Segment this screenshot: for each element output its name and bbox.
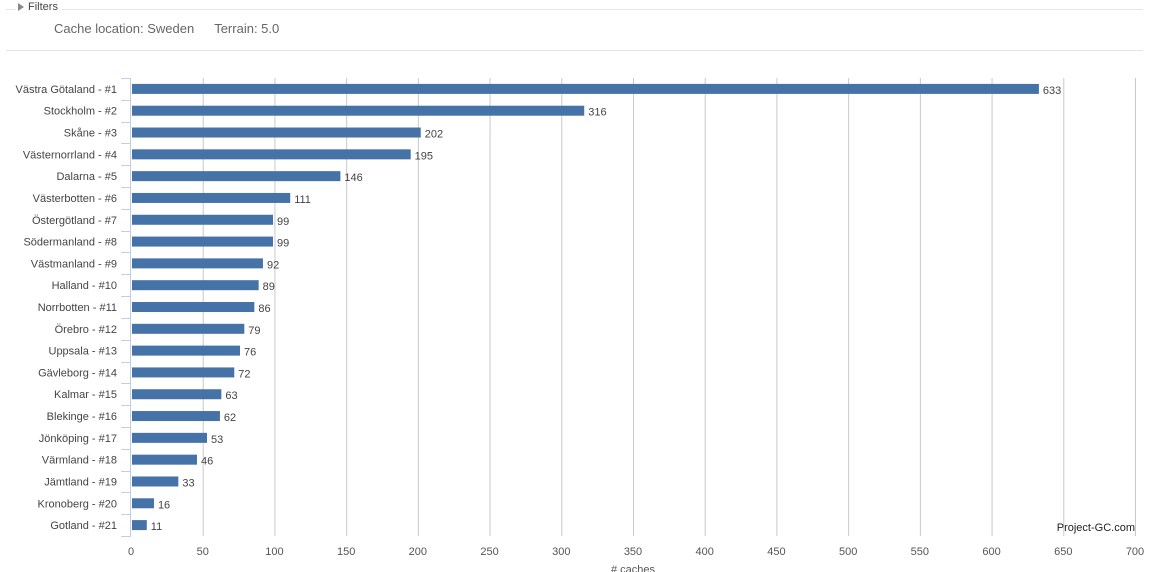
bar: [132, 345, 241, 356]
bar: [132, 258, 263, 269]
data-label: 92: [267, 259, 279, 271]
bar: [132, 105, 585, 116]
category-label: Blekinge - #16: [47, 411, 117, 423]
category-label: Norrbotten - #11: [38, 302, 117, 314]
credit-label: Project-GC.com: [1057, 522, 1135, 534]
category-label: Gävleborg - #14: [38, 367, 117, 379]
bar: [132, 367, 235, 378]
data-label: 62: [224, 412, 236, 424]
data-label: 46: [201, 456, 213, 468]
filters-panel: Filters Cache location: Sweden Terrain: …: [6, 0, 1143, 51]
category-label: Skåne - #3: [64, 128, 117, 140]
bar: [132, 411, 220, 422]
bar: [132, 454, 197, 465]
x-axis-title: # caches: [611, 564, 656, 572]
bar: [132, 323, 245, 334]
data-label: 111: [294, 194, 311, 206]
caret-right-icon: [18, 3, 24, 11]
data-label: 316: [588, 107, 606, 119]
bar: [132, 432, 208, 443]
bar: [132, 127, 421, 138]
data-label: 195: [415, 150, 433, 162]
x-tick-label: 250: [480, 546, 498, 558]
category-label: Jämtland - #19: [44, 476, 117, 488]
category-label: Kronoberg - #20: [38, 498, 118, 510]
category-label: Halland - #10: [52, 280, 117, 292]
category-label: Västmanland - #9: [31, 258, 117, 270]
x-tick-label: 0: [128, 546, 134, 558]
x-tick-label: 350: [624, 546, 642, 558]
bar: [132, 498, 154, 509]
category-label: Stockholm - #2: [44, 106, 117, 118]
category-label: Kalmar - #15: [54, 389, 117, 401]
bar: [132, 302, 255, 312]
category-label: Östergötland - #7: [32, 215, 117, 227]
filters-values: Cache location: Sweden Terrain: 5.0: [54, 21, 279, 36]
x-tick-label: 150: [337, 546, 355, 558]
x-tick-label: 300: [552, 546, 570, 558]
category-label: Västra Götaland - #1: [15, 84, 117, 96]
bar-chart: 0 50 100 150 200 250 300 350 400 450 500 550 600 650 7…: [15, 78, 1144, 572]
bar: [132, 149, 411, 160]
x-tick-label: 100: [265, 546, 283, 558]
x-tick-label: 50: [197, 546, 209, 558]
data-label: 86: [258, 303, 270, 315]
filter-location: Cache location: Sweden: [54, 21, 195, 36]
category-label: Södermanland - #8: [23, 237, 117, 249]
x-tick-label: 500: [839, 546, 857, 558]
category-label: Västerbotten - #6: [33, 193, 117, 205]
x-tick-label: 200: [409, 546, 427, 558]
bar: [132, 214, 273, 225]
category-label: Jönköping - #17: [39, 433, 117, 445]
filters-toggle[interactable]: Filters: [16, 1, 62, 13]
category-label: Värmland - #18: [42, 455, 117, 467]
data-label: 79: [248, 325, 260, 337]
data-label: 16: [158, 499, 170, 511]
x-tick-label: 700: [1126, 546, 1144, 558]
bar: [132, 280, 259, 291]
x-tick-label: 600: [982, 546, 1000, 558]
data-label: 53: [211, 434, 223, 446]
data-label: 202: [425, 129, 443, 141]
bar: [132, 171, 341, 182]
data-label: 76: [244, 347, 256, 359]
data-label: 89: [263, 281, 275, 293]
filter-terrain: Terrain: 5.0: [214, 21, 280, 36]
data-label: 33: [182, 477, 194, 489]
data-label: 146: [344, 172, 362, 184]
bar: [132, 476, 179, 487]
bar: [132, 83, 1039, 94]
bar: [132, 520, 147, 531]
data-label: 633: [1043, 85, 1061, 97]
filters-label: Filters: [28, 1, 58, 13]
bar: [132, 389, 222, 400]
category-label: Dalarna - #5: [56, 171, 117, 183]
data-label: 72: [238, 368, 250, 380]
data-label: 11: [151, 521, 162, 533]
filters-divider: [6, 9, 1143, 10]
bar: [132, 192, 291, 203]
data-label: 99: [277, 216, 289, 228]
category-label: Uppsala - #13: [49, 346, 118, 358]
data-label: 63: [225, 390, 237, 402]
x-tick-label: 550: [911, 546, 929, 558]
x-tick-label: 450: [767, 546, 785, 558]
category-label: Örebro - #12: [55, 324, 117, 336]
data-label: 99: [277, 238, 289, 250]
x-tick-label: 650: [1054, 546, 1072, 558]
category-label: Gotland - #21: [50, 520, 117, 532]
bar: [132, 236, 273, 247]
x-tick-label: 400: [696, 546, 714, 558]
category-label: Västernorrland - #4: [23, 149, 117, 161]
